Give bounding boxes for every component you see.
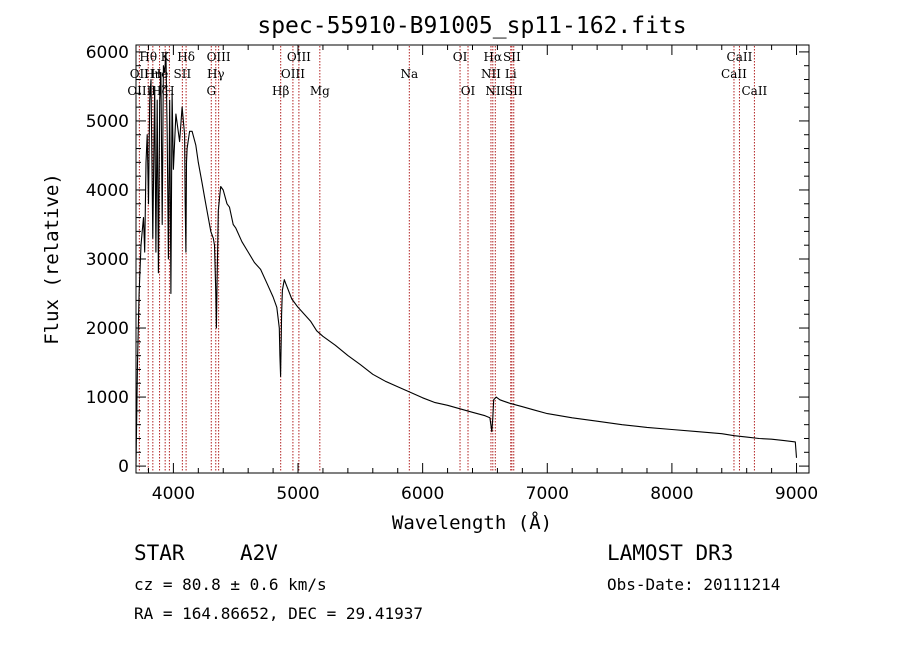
emission-line-label: G xyxy=(206,84,216,98)
emission-line-label: NII xyxy=(481,67,501,81)
emission-line-label: Li xyxy=(505,67,517,81)
y-axis-ticks: 0 1000 2000 3000 4000 5000 6000 xyxy=(86,43,809,477)
emission-line-label: SII xyxy=(503,50,521,64)
chart-title: spec-55910-B91005_sp11-162.fits xyxy=(257,13,686,39)
emission-line-label: Na xyxy=(400,67,418,81)
emission-line-label: OIII xyxy=(281,67,305,81)
emission-line-label: OIII xyxy=(287,50,311,64)
x-tick-label: 8000 xyxy=(650,484,693,504)
y-axis-label: Flux (relative) xyxy=(41,173,63,345)
emission-line-label: Hβ xyxy=(272,84,289,98)
redshift-value: cz = 80.8 ± 0.6 km/s xyxy=(134,575,327,594)
y-tick-label: 1000 xyxy=(86,388,129,408)
emission-line-label: OIII xyxy=(127,84,151,98)
survey-name: LAMOST DR3 xyxy=(607,541,733,565)
emission-line-label: Hη xyxy=(144,67,162,81)
emission-line-label: SII xyxy=(505,84,523,98)
x-tick-label: 6000 xyxy=(401,484,444,504)
y-tick-label: 5000 xyxy=(86,112,129,132)
y-tick-label: 6000 xyxy=(86,43,129,63)
emission-line-label: H xyxy=(164,84,174,98)
emission-line-label: CaII xyxy=(721,67,747,81)
emission-line-label: CaII xyxy=(741,84,767,98)
spectral-subclass: A2V xyxy=(240,541,278,565)
y-tick-label: 3000 xyxy=(86,250,129,270)
emission-line-label: Hα xyxy=(484,50,503,64)
emission-line-markers xyxy=(138,46,755,472)
x-tick-label: 5000 xyxy=(276,484,319,504)
emission-line-label: CaII xyxy=(727,50,753,64)
emission-line-label: SII xyxy=(174,67,192,81)
emission-line-label: Hγ xyxy=(207,67,225,81)
y-tick-label: 2000 xyxy=(86,319,129,339)
emission-line-label: Hθ xyxy=(139,50,157,64)
x-tick-label: 7000 xyxy=(526,484,569,504)
emission-line-label: NII xyxy=(485,84,505,98)
y-tick-label: 0 xyxy=(118,457,129,477)
emission-line-label: Mg xyxy=(310,84,330,98)
plot-frame xyxy=(135,44,810,474)
emission-line-label: Hδ xyxy=(177,50,195,64)
observation-date: Obs-Date: 20111214 xyxy=(607,575,780,594)
coordinates: RA = 164.86652, DEC = 29.41937 xyxy=(134,604,423,623)
emission-line-label: OII xyxy=(130,67,150,81)
spectrum-line xyxy=(135,51,798,467)
emission-line-label: OI xyxy=(461,84,476,98)
x-axis-ticks: 4000 5000 6000 7000 8000 9000 xyxy=(147,45,818,504)
emission-line-label: OIII xyxy=(207,50,231,64)
x-tick-label: 9000 xyxy=(775,484,818,504)
x-axis-label: Wavelength (Å) xyxy=(392,511,552,534)
object-class: STAR xyxy=(134,541,185,565)
emission-line-label: OI xyxy=(453,50,468,64)
x-tick-label: 4000 xyxy=(152,484,195,504)
y-tick-label: 4000 xyxy=(86,181,129,201)
